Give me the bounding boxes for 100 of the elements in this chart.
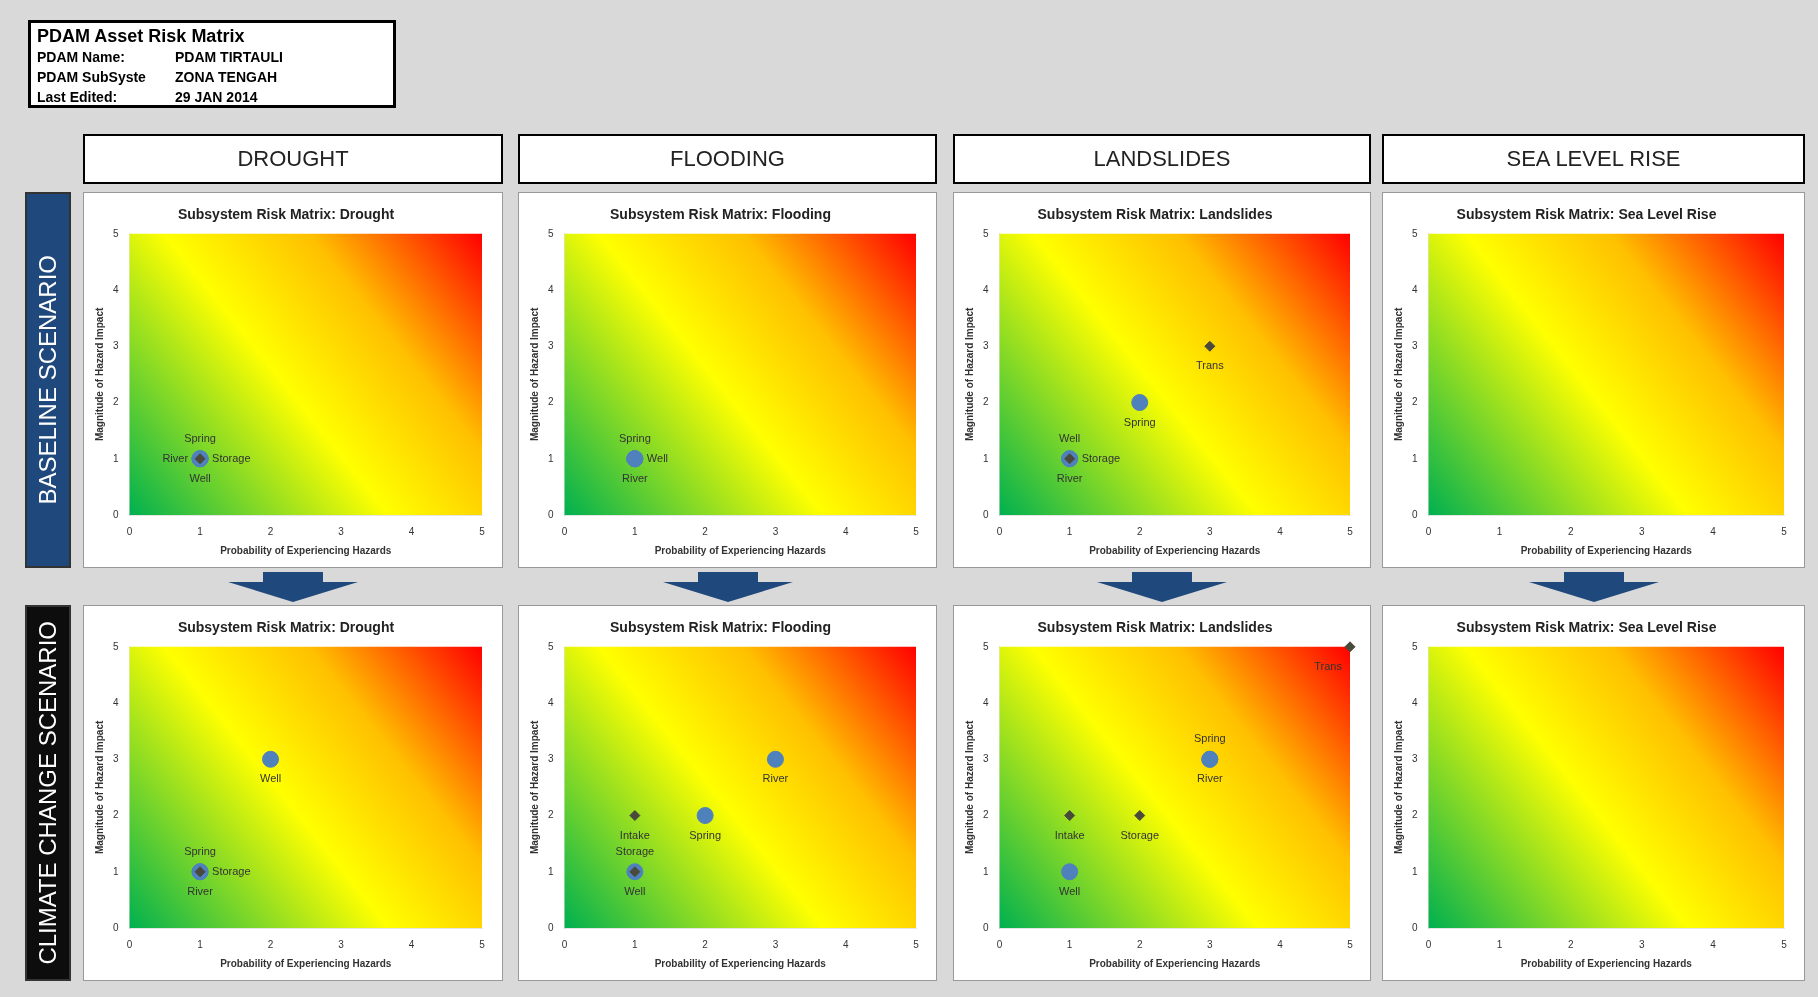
x-axis-title: Probability of Experiencing Hazards bbox=[1089, 957, 1261, 969]
y-tick-label: 0 bbox=[113, 921, 119, 933]
x-tick-label: 4 bbox=[1710, 525, 1717, 537]
y-tick-label: 1 bbox=[983, 452, 989, 464]
y-tick-label: 4 bbox=[983, 696, 989, 708]
y-tick-label: 4 bbox=[983, 283, 989, 295]
y-axis-title: Magnitude of Hazard Impact bbox=[1392, 307, 1404, 442]
y-tick-label: 2 bbox=[548, 809, 554, 821]
series-label: Spring bbox=[1123, 415, 1156, 428]
x-tick-label: 2 bbox=[702, 938, 709, 950]
x-tick-label: 1 bbox=[1496, 525, 1503, 537]
y-tick-label: 3 bbox=[548, 340, 554, 352]
chart-title: Subsystem Risk Matrix: Sea Level Rise bbox=[1456, 619, 1717, 636]
x-tick-label: 3 bbox=[338, 525, 345, 537]
y-axis-title: Magnitude of Hazard Impact bbox=[93, 720, 105, 855]
y-axis-title: Magnitude of Hazard Impact bbox=[528, 720, 540, 855]
point bbox=[696, 807, 714, 825]
y-tick-label: 2 bbox=[983, 396, 989, 408]
y-axis-title: Magnitude of Hazard Impact bbox=[528, 307, 540, 442]
x-tick-label: 0 bbox=[1425, 938, 1432, 950]
x-tick-label: 3 bbox=[1207, 525, 1214, 537]
y-tick-label: 0 bbox=[548, 508, 554, 520]
chart-subtitle: LANDSLIDES bbox=[953, 134, 1371, 184]
x-tick-label: 1 bbox=[632, 525, 639, 537]
y-tick-label: 2 bbox=[548, 396, 554, 408]
x-tick-label: 2 bbox=[1136, 938, 1143, 950]
x-tick-label: 5 bbox=[479, 525, 486, 537]
chart-title: Subsystem Risk Matrix: Flooding bbox=[610, 619, 831, 636]
series-label: Storage bbox=[1120, 828, 1159, 841]
x-tick-label: 5 bbox=[1781, 938, 1788, 950]
series-label: Spring bbox=[1193, 732, 1226, 745]
series-label: River bbox=[762, 772, 789, 785]
y-tick-label: 1 bbox=[1412, 452, 1418, 464]
point bbox=[766, 750, 784, 768]
text: PDAM TIRTAULI bbox=[175, 48, 283, 67]
y-tick-label: 4 bbox=[113, 696, 119, 708]
y-tick-label: 4 bbox=[1412, 283, 1418, 295]
y-tick-label: 5 bbox=[113, 227, 119, 239]
y-tick-label: 5 bbox=[548, 640, 554, 652]
point bbox=[1131, 394, 1149, 412]
chart-title: Subsystem Risk Matrix: Flooding bbox=[610, 206, 831, 223]
y-axis-title: Magnitude of Hazard Impact bbox=[963, 720, 975, 855]
x-tick-label: 5 bbox=[913, 525, 920, 537]
x-tick-label: 3 bbox=[1207, 938, 1214, 950]
series-label: Trans bbox=[1314, 659, 1343, 672]
point bbox=[1064, 810, 1076, 822]
y-tick-label: 1 bbox=[548, 452, 554, 464]
series-label: Well bbox=[1059, 884, 1081, 897]
series-label: Well bbox=[1059, 431, 1081, 444]
y-tick-label: 4 bbox=[113, 283, 119, 295]
x-tick-label: 5 bbox=[479, 938, 486, 950]
series-label: Spring bbox=[618, 431, 651, 444]
y-tick-label: 0 bbox=[1412, 508, 1418, 520]
y-tick-label: 5 bbox=[113, 640, 119, 652]
series-label: River bbox=[1196, 772, 1223, 785]
x-tick-label: 2 bbox=[267, 938, 274, 950]
y-tick-label: 1 bbox=[1412, 865, 1418, 877]
y-tick-label: 3 bbox=[548, 753, 554, 765]
x-tick-label: 4 bbox=[842, 938, 849, 950]
x-tick-label: 0 bbox=[996, 525, 1003, 537]
y-tick-label: 3 bbox=[1412, 340, 1418, 352]
text: PDAM Asset Risk Matrix bbox=[37, 26, 246, 47]
y-tick-label: 1 bbox=[983, 865, 989, 877]
y-axis-title: Magnitude of Hazard Impact bbox=[963, 307, 975, 442]
chart-title: Subsystem Risk Matrix: Drought bbox=[177, 206, 395, 223]
x-tick-label: 2 bbox=[267, 525, 274, 537]
y-tick-label: 2 bbox=[113, 396, 119, 408]
x-tick-label: 2 bbox=[1567, 938, 1574, 950]
x-axis-title: Probability of Experiencing Hazards bbox=[220, 544, 392, 556]
text: Last Edited: bbox=[37, 88, 119, 107]
point bbox=[1134, 810, 1146, 822]
x-axis-title: Probability of Experiencing Hazards bbox=[654, 957, 827, 969]
y-tick-label: 3 bbox=[113, 340, 119, 352]
series-label: Storage bbox=[1081, 451, 1121, 464]
y-tick-label: 2 bbox=[113, 809, 119, 821]
series-label: Spring bbox=[184, 844, 216, 857]
series-label: River bbox=[187, 884, 214, 897]
y-tick-label: 5 bbox=[1412, 640, 1418, 652]
chart-title: Subsystem Risk Matrix: Drought bbox=[177, 619, 395, 636]
y-tick-label: 3 bbox=[113, 753, 119, 765]
x-tick-label: 3 bbox=[772, 938, 779, 950]
y-tick-label: 0 bbox=[113, 508, 119, 520]
y-tick-label: 0 bbox=[548, 921, 554, 933]
x-tick-label: 0 bbox=[996, 938, 1003, 950]
series-label: Spring bbox=[689, 828, 722, 841]
x-tick-label: 1 bbox=[197, 525, 204, 537]
series-label: Spring bbox=[184, 431, 216, 444]
x-axis-title: Probability of Experiencing Hazards bbox=[1089, 544, 1261, 556]
x-tick-label: 5 bbox=[1347, 525, 1354, 537]
y-tick-label: 5 bbox=[983, 227, 989, 239]
x-tick-label: 0 bbox=[561, 525, 568, 537]
text: ZONA TENGAH bbox=[175, 68, 278, 87]
chart-subtitle: FLOODING bbox=[518, 134, 937, 184]
x-tick-label: 4 bbox=[408, 525, 415, 537]
text: PDAM Name: bbox=[37, 48, 126, 67]
x-tick-label: 5 bbox=[1781, 525, 1788, 537]
x-tick-label: 4 bbox=[408, 938, 415, 950]
y-tick-label: 1 bbox=[548, 865, 554, 877]
x-axis-title: Probability of Experiencing Hazards bbox=[1520, 544, 1693, 556]
chart-subtitle: SEA LEVEL RISE bbox=[1382, 134, 1805, 184]
